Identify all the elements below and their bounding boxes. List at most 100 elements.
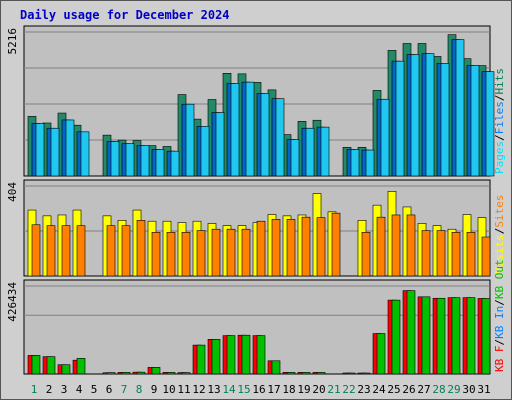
bar-pages xyxy=(200,126,210,177)
bar-sites xyxy=(451,232,461,277)
legend-entry: Pages xyxy=(493,141,506,174)
max-label-3: 426434 xyxy=(6,282,19,322)
bar-pages xyxy=(185,103,195,177)
bar-pages xyxy=(275,98,285,177)
max-label-2: 404 xyxy=(6,182,19,202)
bar-sites xyxy=(286,219,296,277)
bar-pages xyxy=(245,81,255,177)
x-tick-label: 22 xyxy=(342,383,355,396)
legend-separator: / xyxy=(493,134,506,141)
legend-separator: / xyxy=(493,339,506,346)
x-tick-label: 28 xyxy=(432,383,445,396)
bar-pages xyxy=(305,127,315,177)
bar-kb-out xyxy=(211,339,221,375)
bar-sites xyxy=(106,225,116,277)
x-tick-label: 29 xyxy=(447,383,460,396)
bar-sites xyxy=(46,225,56,277)
bar-sites xyxy=(391,214,401,277)
legend-entry: KB F xyxy=(493,346,506,373)
x-tick-label: 19 xyxy=(297,383,310,396)
bar-pages xyxy=(170,150,180,177)
bar-sites xyxy=(376,216,386,277)
bar-pages xyxy=(485,71,495,177)
bar-pages xyxy=(470,65,480,177)
legend-1: Pages/Files/Hits xyxy=(493,68,506,174)
bar-sites xyxy=(466,232,476,277)
bar-sites xyxy=(121,225,131,277)
x-tick-label: 30 xyxy=(462,383,475,396)
legend-entry: KB Out xyxy=(493,259,506,299)
bar-sites xyxy=(181,232,191,277)
bar-kb-out xyxy=(361,372,371,375)
bar-kb-out xyxy=(181,372,191,375)
bar-pages xyxy=(215,112,225,177)
bar-kb-out xyxy=(406,290,416,375)
x-tick-label: 17 xyxy=(267,383,280,396)
x-tick-label: 1 xyxy=(31,383,38,396)
bar-sites xyxy=(301,216,311,277)
bar-sites xyxy=(436,230,446,277)
x-tick-label: 18 xyxy=(282,383,295,396)
bar-kb-out xyxy=(226,335,236,375)
bar-kb-out xyxy=(451,297,461,375)
bar-sites xyxy=(196,230,206,277)
x-tick-label: 31 xyxy=(477,383,490,396)
bar-sites xyxy=(406,214,416,277)
bar-pages xyxy=(50,127,60,177)
bar-pages xyxy=(35,123,45,177)
bar-kb-out xyxy=(61,364,71,375)
bar-pages xyxy=(455,39,465,177)
bar-sites xyxy=(256,220,266,277)
bar-kb-out xyxy=(376,333,386,375)
legend-entry: Hits xyxy=(493,68,506,95)
bar-sites xyxy=(76,225,86,277)
bar-kb-out xyxy=(346,372,356,375)
bar-kb-out xyxy=(106,372,116,375)
bar-kb-out xyxy=(121,372,131,375)
bar-kb-out xyxy=(301,372,311,375)
bar-kb-out xyxy=(151,367,161,375)
bar-sites xyxy=(331,212,341,277)
bar-sites xyxy=(481,236,491,277)
x-tick-label: 21 xyxy=(327,383,340,396)
x-tick-label: 11 xyxy=(177,383,190,396)
bar-sites xyxy=(211,228,221,277)
x-tick-label: 7 xyxy=(121,383,128,396)
bar-kb-out xyxy=(31,355,41,375)
legend-entry: Sites xyxy=(493,195,506,228)
bar-pages xyxy=(380,98,390,177)
x-tick-label: 26 xyxy=(402,383,415,396)
x-tick-label: 25 xyxy=(387,383,400,396)
bar-kb-out xyxy=(136,371,146,375)
bar-sites xyxy=(241,228,251,277)
bar-pages xyxy=(140,145,150,177)
bar-pages xyxy=(110,141,120,177)
x-tick-label: 9 xyxy=(151,383,158,396)
bar-sites xyxy=(166,232,176,277)
bar-pages xyxy=(290,139,300,177)
legend-separator: / xyxy=(493,299,506,306)
x-tick-label: 20 xyxy=(312,383,325,396)
bar-kb-out xyxy=(436,297,446,375)
x-tick-label: 12 xyxy=(192,383,205,396)
bar-sites xyxy=(361,232,371,277)
bar-kb-out xyxy=(241,334,251,375)
x-tick-label: 3 xyxy=(61,383,68,396)
bar-kb-out xyxy=(391,299,401,375)
legend-entry: Files xyxy=(493,101,506,134)
x-tick-label: 16 xyxy=(252,383,265,396)
x-tick-label: 27 xyxy=(417,383,430,396)
bar-sites xyxy=(421,230,431,277)
max-label-1: 5216 xyxy=(6,28,19,55)
x-tick-label: 13 xyxy=(207,383,220,396)
bar-kb-out xyxy=(46,356,56,375)
bar-sites xyxy=(316,217,326,277)
bar-kb-out xyxy=(271,360,281,375)
bar-kb-out xyxy=(196,344,206,375)
x-tick-label: 15 xyxy=(237,383,250,396)
bar-pages xyxy=(410,54,420,177)
bar-pages xyxy=(350,149,360,177)
bar-sites xyxy=(271,219,281,277)
x-tick-label: 23 xyxy=(357,383,370,396)
x-tick-label: 2 xyxy=(46,383,53,396)
